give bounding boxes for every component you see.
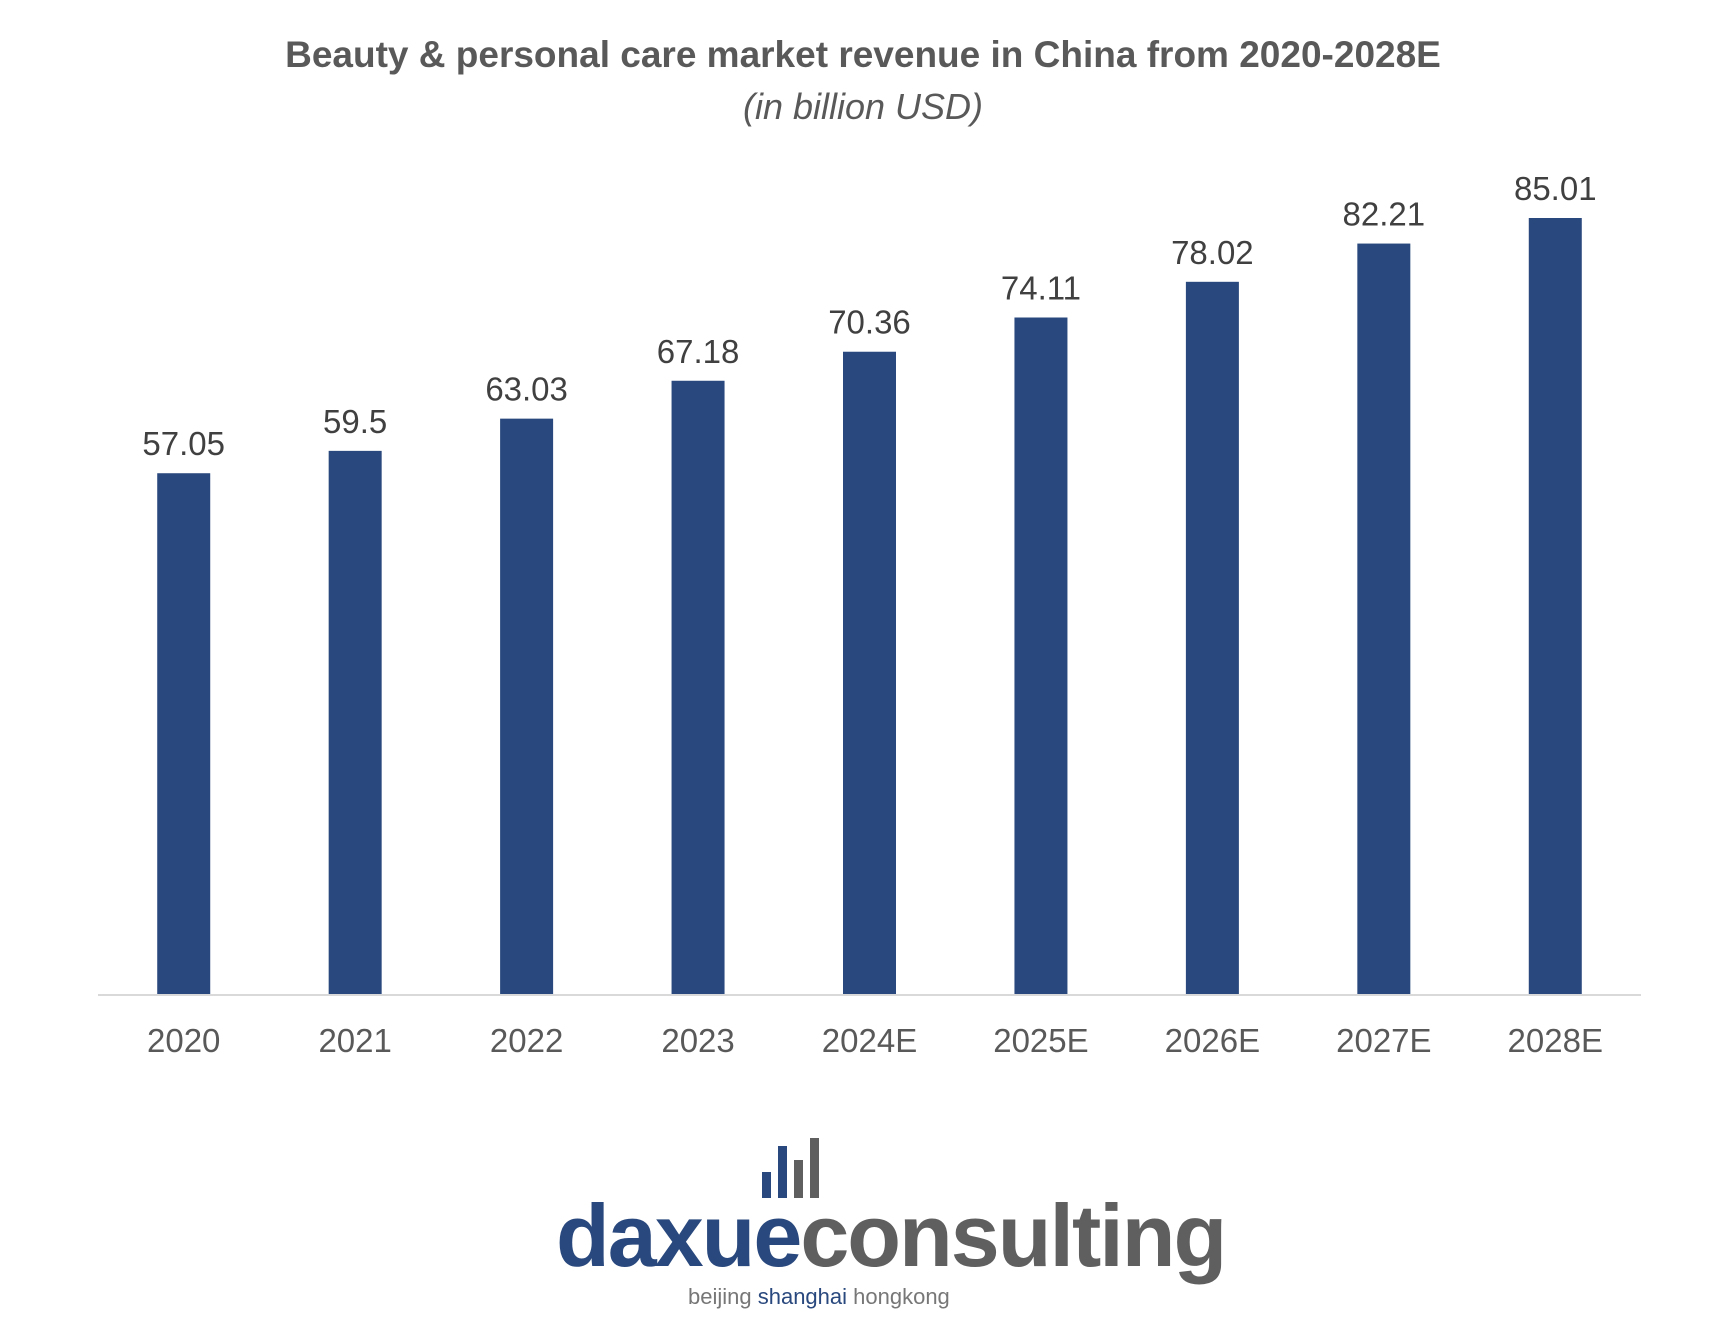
x-tick-label: 2027E — [1336, 1022, 1431, 1059]
data-label: 78.02 — [1171, 234, 1254, 271]
bar — [1185, 281, 1239, 994]
bar — [843, 351, 896, 994]
bar — [328, 450, 382, 994]
data-label: 63.03 — [485, 371, 568, 408]
data-label: 70.36 — [828, 304, 911, 341]
chart-subtitle: (in billion USD) — [742, 86, 984, 127]
x-tick-label: 2028E — [1508, 1022, 1603, 1059]
x-tick-label: 2021 — [318, 1022, 391, 1059]
logo-wordmark: daxueconsulting — [556, 1186, 1227, 1285]
daxue-consulting-logo: daxueconsulting beijing shanghai hongkon… — [556, 1138, 1227, 1310]
bar — [157, 473, 211, 994]
data-label: 57.05 — [142, 425, 225, 462]
bar — [500, 418, 554, 994]
x-tick-label: 2023 — [661, 1022, 734, 1059]
data-label: 74.11 — [1001, 269, 1081, 306]
x-tick-label: 2026E — [1165, 1022, 1260, 1059]
bar — [1357, 243, 1411, 995]
data-label: 59.5 — [323, 403, 387, 440]
x-tick-label: 2025E — [993, 1022, 1088, 1059]
data-label: 67.18 — [657, 333, 740, 370]
x-tick-label: 2024E — [822, 1022, 917, 1059]
logo-tagline: beijing shanghai hongkong — [688, 1284, 950, 1309]
bar — [1014, 317, 1068, 994]
x-tick-label: 2020 — [147, 1022, 220, 1059]
logo-bars-icon — [762, 1138, 819, 1198]
x-tick-label: 2022 — [490, 1022, 563, 1059]
chart-title: Beauty & personal care market revenue in… — [285, 34, 1441, 75]
bar — [671, 380, 725, 994]
bar — [1528, 218, 1582, 994]
data-label: 82.21 — [1343, 196, 1426, 233]
bar-chart: 57.05 2020 59.5 2021 63.03 2022 67.18 2023 70.36… — [98, 170, 1641, 1059]
data-label: 85.01 — [1514, 170, 1597, 207]
